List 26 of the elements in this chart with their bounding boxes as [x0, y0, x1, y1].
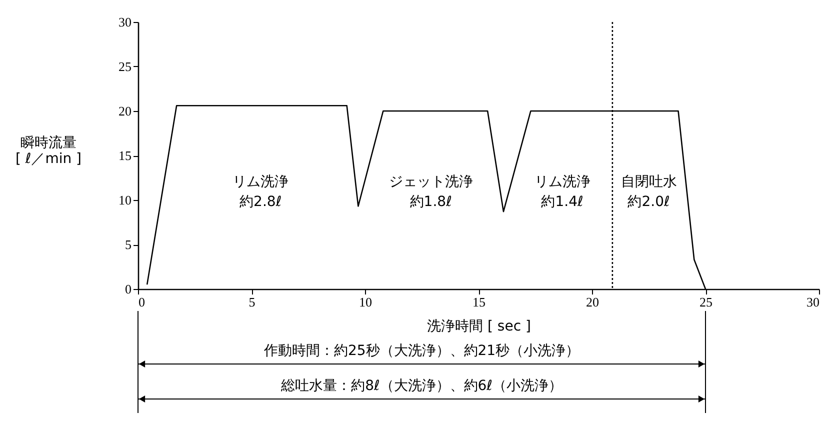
x-axis-title: 洗浄時間 [ sec ] [427, 318, 531, 334]
y-tick-label: 20 [118, 104, 132, 118]
x-tick-label: 20 [586, 294, 599, 310]
x-tick-label: 5 [248, 294, 256, 310]
x-tick-label: 25 [700, 294, 712, 310]
y-tick-label: 5 [125, 237, 132, 252]
annotation: 自閉吐水 [620, 174, 677, 190]
annotation: リム洗浄 [232, 174, 289, 190]
annotation: 約1.4ℓ [541, 194, 584, 210]
y-tick-label: 25 [118, 59, 132, 74]
annotation: 約2.0ℓ [628, 194, 670, 210]
y-tick-label: 0 [125, 282, 132, 296]
annotation: 約2.8ℓ [240, 194, 282, 210]
text: 作動時間：約25秒（大洗浄）、約21秒（小洗浄） [262, 343, 580, 359]
y-tick-label: 15 [118, 148, 132, 163]
annotation: ジェット洗浄 [388, 174, 473, 190]
annotation: リム洗浄 [534, 174, 590, 190]
text: 総吐水量：約8ℓ（大洗浄）、約6ℓ（小洗浄） [280, 378, 562, 394]
x-tick-label: 30 [806, 294, 820, 310]
y-axis-title: 瞬時流量 [ ℓ／min ] [15, 135, 82, 167]
x-tick-label: 10 [359, 294, 372, 310]
x-tick-label: 15 [472, 294, 486, 310]
annotation: 約1.8ℓ [410, 194, 452, 210]
x-tick-label: 0 [138, 294, 145, 310]
y-tick-label: 10 [118, 192, 132, 208]
y-tick-label: 30 [118, 14, 132, 30]
